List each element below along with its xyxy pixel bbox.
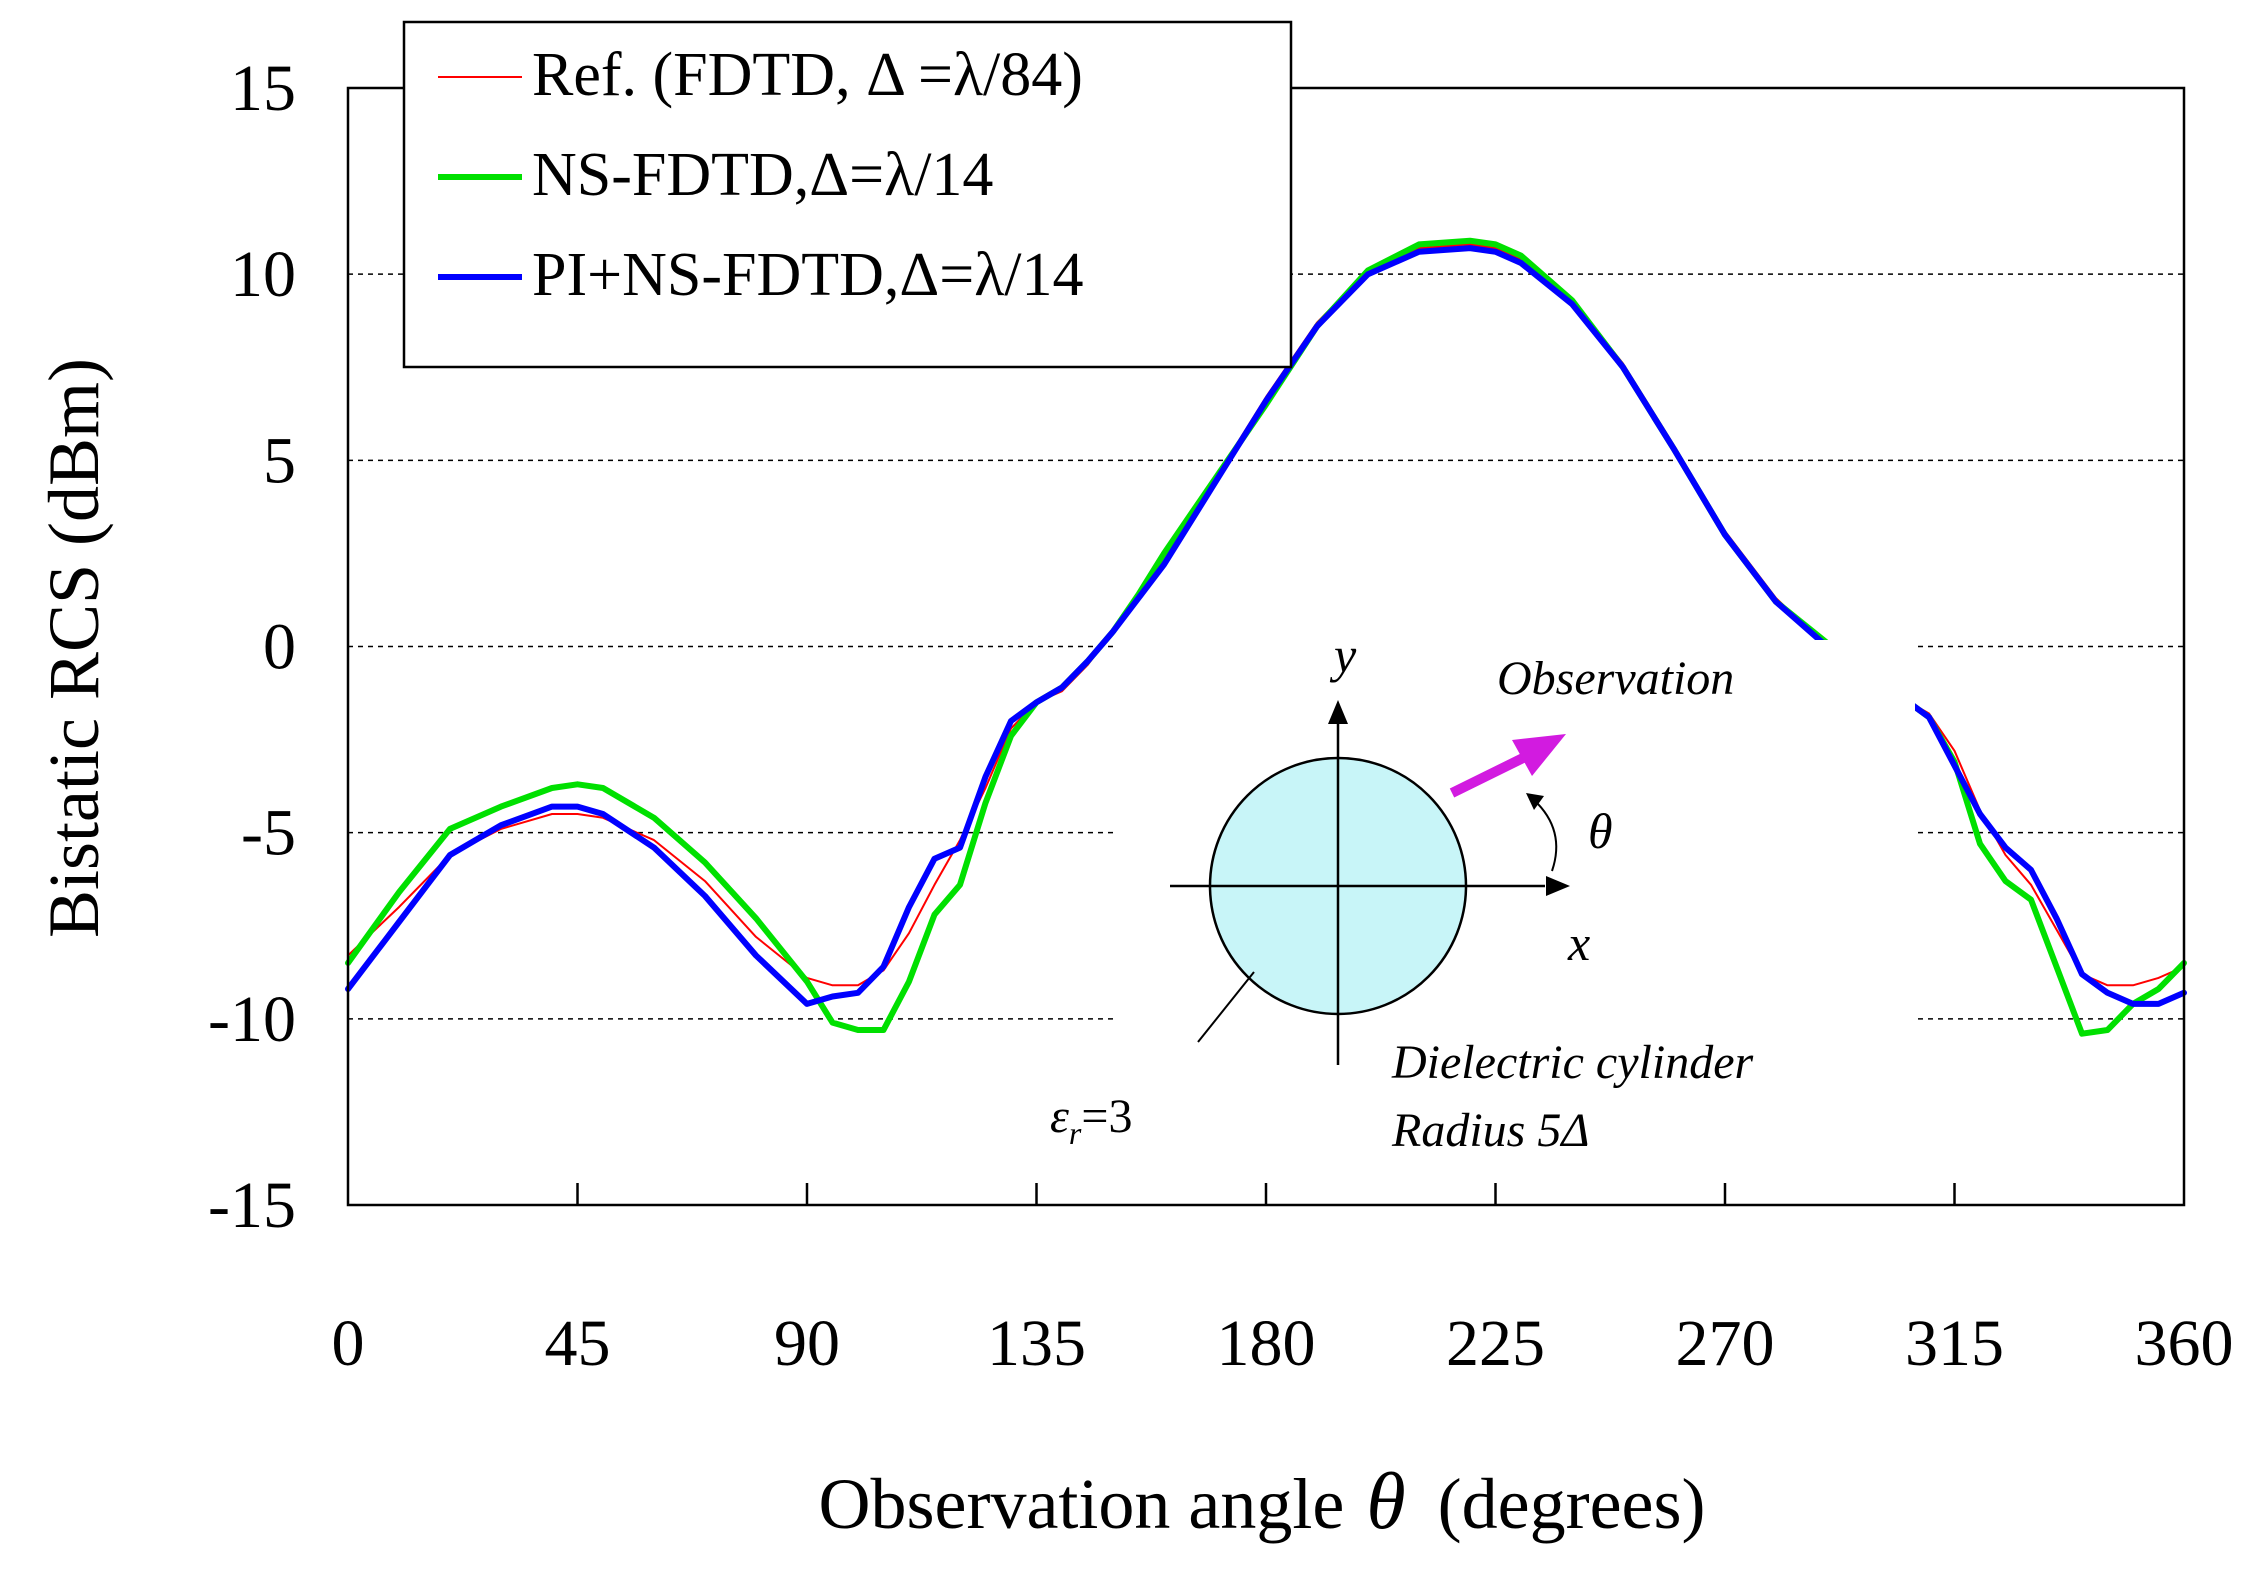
x-axis-unit: (degrees) <box>1438 1464 1706 1544</box>
permittivity-label: εr=3 <box>1050 1090 1132 1151</box>
legend: Ref. (FDTD, Δ =λ/84) NS-FDTD,Δ=λ/14 PI+NS-… <box>402 20 1293 369</box>
y-tick-label: 5 <box>263 424 296 497</box>
permittivity-subscript: r <box>1069 1115 1082 1151</box>
cylinder-caption-line2: Radius 5Δ <box>1391 1104 1590 1157</box>
x-tick-label: 90 <box>774 1307 840 1380</box>
inset-x-arrowhead <box>1546 876 1570 896</box>
legend-box <box>402 20 1293 369</box>
inset-x-label: x <box>1567 915 1590 971</box>
observation-arrow-shaft <box>1449 752 1528 798</box>
x-tick-label: 225 <box>1446 1307 1545 1380</box>
inset-y-label: y <box>1329 627 1357 683</box>
x-tick-label: 270 <box>1676 1307 1775 1380</box>
y-axis-title: Bistatic RCS (dBm) <box>34 358 114 938</box>
inset-y-arrowhead <box>1328 700 1348 724</box>
y-tick-label: 15 <box>230 52 296 125</box>
legend-label-1: NS-FDTD,Δ=λ/14 <box>532 141 993 209</box>
x-axis-title: Observation angle θ (degrees) <box>819 1458 1706 1546</box>
observation-label: Observation <box>1497 652 1734 705</box>
x-tick-label: 45 <box>545 1307 611 1380</box>
permittivity-pointer <box>1197 971 1255 1043</box>
y-tick-label: -10 <box>208 983 296 1056</box>
x-axis-title-text: Observation angle <box>819 1464 1345 1544</box>
x-tick-label: 135 <box>987 1307 1086 1380</box>
y-tick-label: 0 <box>263 611 296 684</box>
observation-arrowhead <box>1512 734 1566 776</box>
y-tick-label: -15 <box>208 1169 296 1242</box>
x-tick-label: 315 <box>1905 1307 2004 1380</box>
x-tick-label: 0 <box>332 1307 365 1380</box>
y-tick-label: -5 <box>241 797 296 870</box>
y-tick-label: 10 <box>230 238 296 311</box>
x-tick-label: 360 <box>2135 1307 2234 1380</box>
cylinder-caption-line1: Dielectric cylinder <box>1391 1036 1753 1089</box>
angle-arc <box>1533 799 1558 872</box>
angle-arc-arrowhead <box>1526 793 1544 810</box>
inset-diagram: y x Observation θ εr=3 Dielectric cylind… <box>1050 627 1915 1200</box>
x-tick-label: 180 <box>1217 1307 1316 1380</box>
permittivity-symbol: ε <box>1050 1090 1069 1143</box>
series-layer <box>345 237 2187 1037</box>
angle-theta-label: θ <box>1588 803 1613 859</box>
legend-label-0: Ref. (FDTD, Δ =λ/84) <box>532 41 1083 109</box>
axis-ticks: 0 45 90 135 180 225 270 315 360 15 10 5 0 -5 -10 -15 <box>208 52 2233 1380</box>
x-axis-theta: θ <box>1366 1458 1405 1546</box>
series-line-2 <box>345 245 2187 1007</box>
permittivity-value: =3 <box>1081 1090 1132 1143</box>
legend-label-2: PI+NS-FDTD,Δ=λ/14 <box>532 241 1084 309</box>
